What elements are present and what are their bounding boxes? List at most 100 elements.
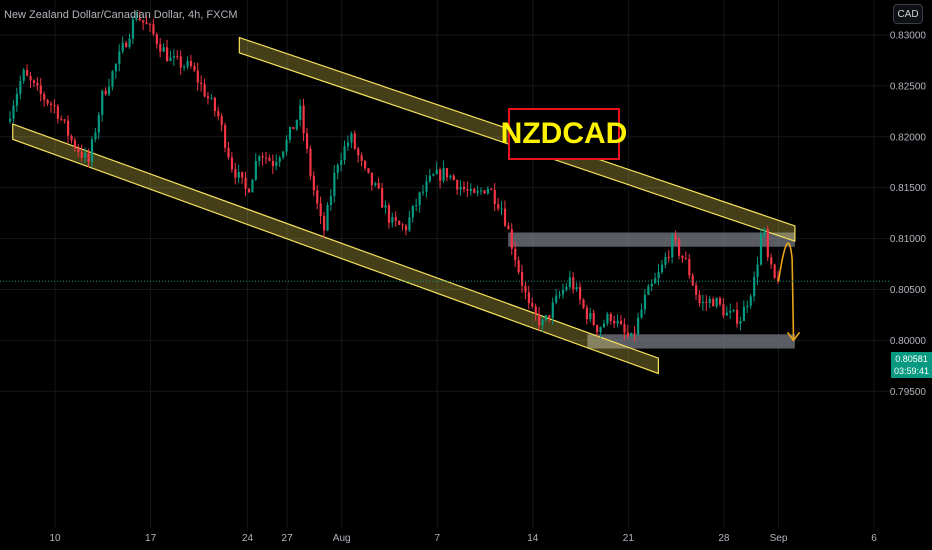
time-axis[interactable]: 10 17 24 27 Aug 7 14 21 28 Sep 6 <box>49 533 877 544</box>
candle-body <box>357 148 360 156</box>
candle-body <box>589 312 592 320</box>
sr-zones <box>508 232 795 349</box>
candle-body <box>77 148 80 152</box>
candle-body <box>155 34 158 45</box>
candle-body <box>251 179 254 193</box>
candle-body <box>599 327 602 333</box>
candle-body <box>73 140 77 149</box>
candle-body <box>360 155 363 161</box>
candle-body <box>261 156 264 158</box>
candle-body <box>323 215 326 231</box>
candle-body <box>309 148 312 176</box>
candle-body <box>94 132 97 140</box>
candle-body <box>428 175 432 182</box>
candle-body <box>247 188 251 193</box>
candle-body <box>206 96 210 99</box>
candle-body <box>152 24 155 35</box>
candle-body <box>643 294 647 310</box>
price-tag-value: 0.80581 <box>895 354 928 364</box>
candle-body <box>29 75 32 81</box>
y-tick-label: 0.79500 <box>890 387 927 398</box>
x-tick-label: 27 <box>282 533 294 544</box>
candle-body <box>148 24 152 26</box>
candle-body <box>462 186 466 190</box>
candle-body <box>36 82 39 86</box>
candle-body <box>493 189 496 205</box>
candle-body <box>128 38 131 48</box>
candle-body <box>107 86 111 95</box>
projection-path <box>777 242 795 341</box>
currency-button[interactable]: CAD <box>893 4 923 24</box>
candle-body <box>749 296 752 306</box>
candle-body <box>19 81 22 95</box>
candle-body <box>162 47 165 52</box>
candle-body <box>275 162 278 167</box>
x-tick-label: 17 <box>145 533 157 544</box>
candle-body <box>381 188 384 208</box>
candle-body <box>189 60 193 66</box>
candle-body <box>67 120 70 136</box>
candle-body <box>708 299 711 303</box>
candle-body <box>565 286 568 290</box>
candle-body <box>169 57 172 61</box>
candle-body <box>370 172 373 186</box>
candle-body <box>520 272 524 286</box>
candle-body <box>398 220 401 225</box>
candle-body <box>302 105 305 134</box>
candle-body <box>449 175 452 178</box>
candle-body <box>346 142 350 147</box>
candle-body <box>510 229 513 249</box>
candlesticks <box>9 11 780 342</box>
candle-body <box>623 324 626 333</box>
candle-body <box>582 299 585 308</box>
candle-body <box>476 190 479 193</box>
candle-body <box>671 235 674 258</box>
candle-body <box>46 100 49 104</box>
candle-body <box>691 275 694 286</box>
candle-body <box>514 248 517 261</box>
candle-body <box>166 47 169 61</box>
candle-body <box>712 299 715 307</box>
x-tick-label: 6 <box>871 533 877 544</box>
x-tick-label: Sep <box>770 533 788 544</box>
candle-body <box>695 285 698 295</box>
sr-zone-2 <box>587 334 795 349</box>
candle-body <box>210 97 213 99</box>
candle-body <box>319 203 322 216</box>
candle-body <box>138 18 141 21</box>
candle-body <box>343 146 346 161</box>
candle-body <box>363 160 367 169</box>
candle-body <box>26 70 29 76</box>
price-axis[interactable]: 0.83000 0.82500 0.82000 0.81500 0.81000 0.805… <box>890 31 927 398</box>
candle-body <box>179 56 182 68</box>
candle-body <box>592 312 595 326</box>
candle-body <box>145 22 148 25</box>
candle-body <box>268 157 271 161</box>
candle-body <box>135 18 138 20</box>
candle-body <box>633 332 636 335</box>
candle-body <box>121 42 124 52</box>
candle-body <box>49 103 53 106</box>
candle-body <box>742 306 746 322</box>
candle-body <box>87 152 90 162</box>
y-tick-label: 0.81000 <box>890 234 927 245</box>
candle-body <box>701 301 705 304</box>
candle-body <box>114 64 118 72</box>
candle-body <box>408 217 411 231</box>
candle-body <box>698 294 701 304</box>
candle-body <box>763 229 766 235</box>
candle-body <box>101 90 104 115</box>
candle-body <box>541 319 544 326</box>
projection-arrowhead <box>786 331 801 342</box>
descending-channel <box>12 36 796 375</box>
symbol-title: New Zealand Dollar/Canadian Dollar, 4h, … <box>4 9 238 21</box>
candle-body <box>203 84 206 97</box>
candle-body <box>258 156 261 161</box>
candle-body <box>387 205 391 223</box>
candle-body <box>53 105 56 107</box>
candle-body <box>285 139 288 152</box>
candle-body <box>213 97 216 112</box>
candle-body <box>63 119 66 121</box>
candle-body <box>725 312 728 316</box>
